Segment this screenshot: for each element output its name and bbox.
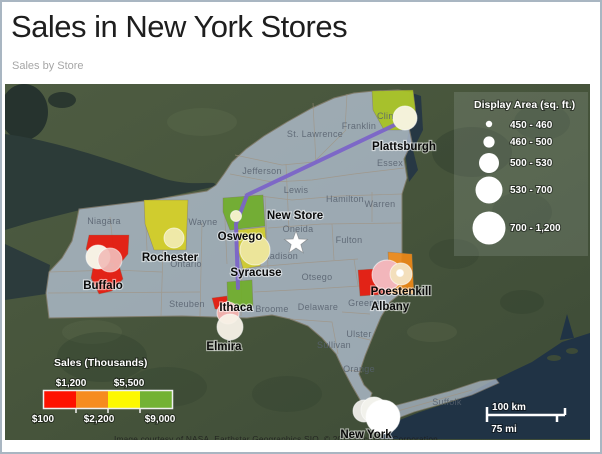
size-range-label: 500 - 530 bbox=[510, 158, 553, 169]
size-dot-3 bbox=[479, 153, 499, 173]
store-bubbles[interactable] bbox=[85, 105, 418, 435]
lake-erie bbox=[5, 244, 50, 300]
bubble-buffalo[interactable] bbox=[97, 247, 123, 273]
bubble-syracuse[interactable] bbox=[239, 234, 271, 266]
sales-tick-label: $5,500 bbox=[114, 378, 145, 389]
city-label-syracuse: Syracuse bbox=[230, 267, 281, 279]
map-attribution: Image courtesy of NASA, Earthstar Geogra… bbox=[114, 434, 438, 440]
bubble-new-york-c[interactable] bbox=[365, 399, 401, 435]
sales-legend: Sales (Thousands) $1,200 $5,500 $100 $2,… bbox=[31, 356, 177, 426]
lake-champlain bbox=[405, 92, 423, 182]
sales-swatch-red bbox=[44, 391, 76, 408]
county-label: Steuben bbox=[169, 299, 205, 309]
county-label: Madison bbox=[262, 251, 298, 261]
county-labels: Niagara Erie Wayne Ontario Steuben Jeffe… bbox=[87, 111, 462, 407]
size-range-label: 450 - 460 bbox=[510, 120, 553, 131]
display-area-legend: Display Area (sq. ft.) 450 - 460 460 - 5… bbox=[454, 92, 588, 256]
county-label: Greene bbox=[348, 298, 380, 308]
visual-subtitle: Sales by Store bbox=[12, 60, 84, 72]
bubble-plattsburgh[interactable] bbox=[392, 105, 418, 131]
display-area-legend-title: Display Area (sq. ft.) bbox=[474, 99, 575, 111]
county-tompkins[interactable] bbox=[226, 279, 254, 309]
county-label: Ontario bbox=[170, 259, 202, 269]
county-label: Niagara bbox=[87, 216, 121, 226]
city-label-albany: Albany bbox=[371, 301, 410, 313]
map-visual[interactable]: Niagara Erie Wayne Ontario Steuben Jeffe… bbox=[2, 84, 590, 444]
new-york-state-overlay[interactable] bbox=[45, 89, 416, 417]
county-label: Jefferson bbox=[242, 166, 282, 176]
size-range-label: 530 - 700 bbox=[510, 185, 553, 196]
lake-ontario bbox=[5, 134, 217, 230]
bubble-rochester[interactable] bbox=[163, 227, 185, 249]
county-label: Franklin bbox=[342, 121, 376, 131]
county-label: Essex bbox=[377, 158, 403, 168]
size-dot-1 bbox=[485, 120, 493, 128]
sales-legend-title: Sales (Thousands) bbox=[54, 357, 147, 369]
route-line[interactable] bbox=[234, 119, 405, 290]
city-label-ithaca: Ithaca bbox=[219, 302, 253, 314]
county-label: Otsego bbox=[302, 272, 333, 282]
county-label: Ulster bbox=[346, 329, 371, 339]
county-label: St. Lawrence bbox=[287, 129, 343, 139]
sales-tick-label: $1,200 bbox=[56, 378, 87, 389]
county-label: Wayne bbox=[188, 217, 217, 227]
size-range-label: 700 - 1,200 bbox=[510, 223, 561, 234]
city-label-elmira: Elmira bbox=[206, 341, 242, 353]
bubble-albany-center bbox=[396, 269, 404, 277]
city-labels: Plattsburgh New Store Oswego Rochester S… bbox=[82, 140, 437, 442]
lake-pond bbox=[48, 92, 76, 108]
sales-swatch-yellow bbox=[108, 391, 140, 408]
city-label-rochester: Rochester bbox=[142, 252, 199, 264]
scale-mi-label: 75 mi bbox=[491, 424, 517, 435]
county-label: Sullivan bbox=[317, 340, 351, 350]
county-label: Delaware bbox=[298, 302, 338, 312]
sales-swatch-green bbox=[140, 391, 172, 408]
county-label: Orange bbox=[343, 364, 375, 374]
bubble-elmira[interactable] bbox=[216, 313, 244, 341]
county-label: Broome bbox=[255, 304, 288, 314]
lake-small bbox=[2, 84, 48, 140]
city-label-buffalo: Buffalo bbox=[83, 280, 123, 292]
city-label-plattsburgh: Plattsburgh bbox=[372, 141, 436, 153]
size-dot-2 bbox=[483, 136, 495, 148]
sales-tick-label: $2,200 bbox=[84, 414, 115, 425]
sales-tick-label: $9,000 bbox=[145, 414, 176, 425]
county-label: Suffolk bbox=[432, 397, 462, 407]
county-label: Lewis bbox=[284, 185, 309, 195]
size-range-label: 460 - 500 bbox=[510, 137, 553, 148]
city-label-new-york: New York bbox=[340, 429, 392, 440]
bay-inlet bbox=[560, 314, 574, 340]
county-label: Oneida bbox=[283, 224, 314, 234]
county-label: Fulton bbox=[336, 235, 363, 245]
scale-bar-line bbox=[485, 407, 567, 422]
map-canvas[interactable]: Niagara Erie Wayne Ontario Steuben Jeffe… bbox=[2, 84, 590, 444]
county-label: Warren bbox=[365, 199, 396, 209]
sales-swatch-orange bbox=[76, 391, 108, 408]
scale-bar: 100 km 75 mi bbox=[485, 401, 567, 436]
city-label-oswego: Oswego bbox=[218, 231, 263, 243]
sales-tick-label: $100 bbox=[32, 414, 55, 425]
size-dot-4 bbox=[475, 176, 503, 204]
city-label-new-store: New Store bbox=[267, 210, 323, 222]
scale-km-label: 100 km bbox=[492, 402, 526, 413]
county-label: Hamilton bbox=[326, 194, 364, 204]
county-label: Clinton bbox=[377, 111, 407, 121]
sales-bar-ticks bbox=[75, 408, 141, 413]
page-title: Sales in New York Stores bbox=[11, 9, 348, 44]
new-store-star-icon[interactable] bbox=[283, 229, 309, 254]
bubble-oswego[interactable] bbox=[230, 210, 242, 222]
size-dot-5 bbox=[472, 211, 506, 245]
city-label-poestenkill: Poestenkill bbox=[371, 286, 432, 298]
